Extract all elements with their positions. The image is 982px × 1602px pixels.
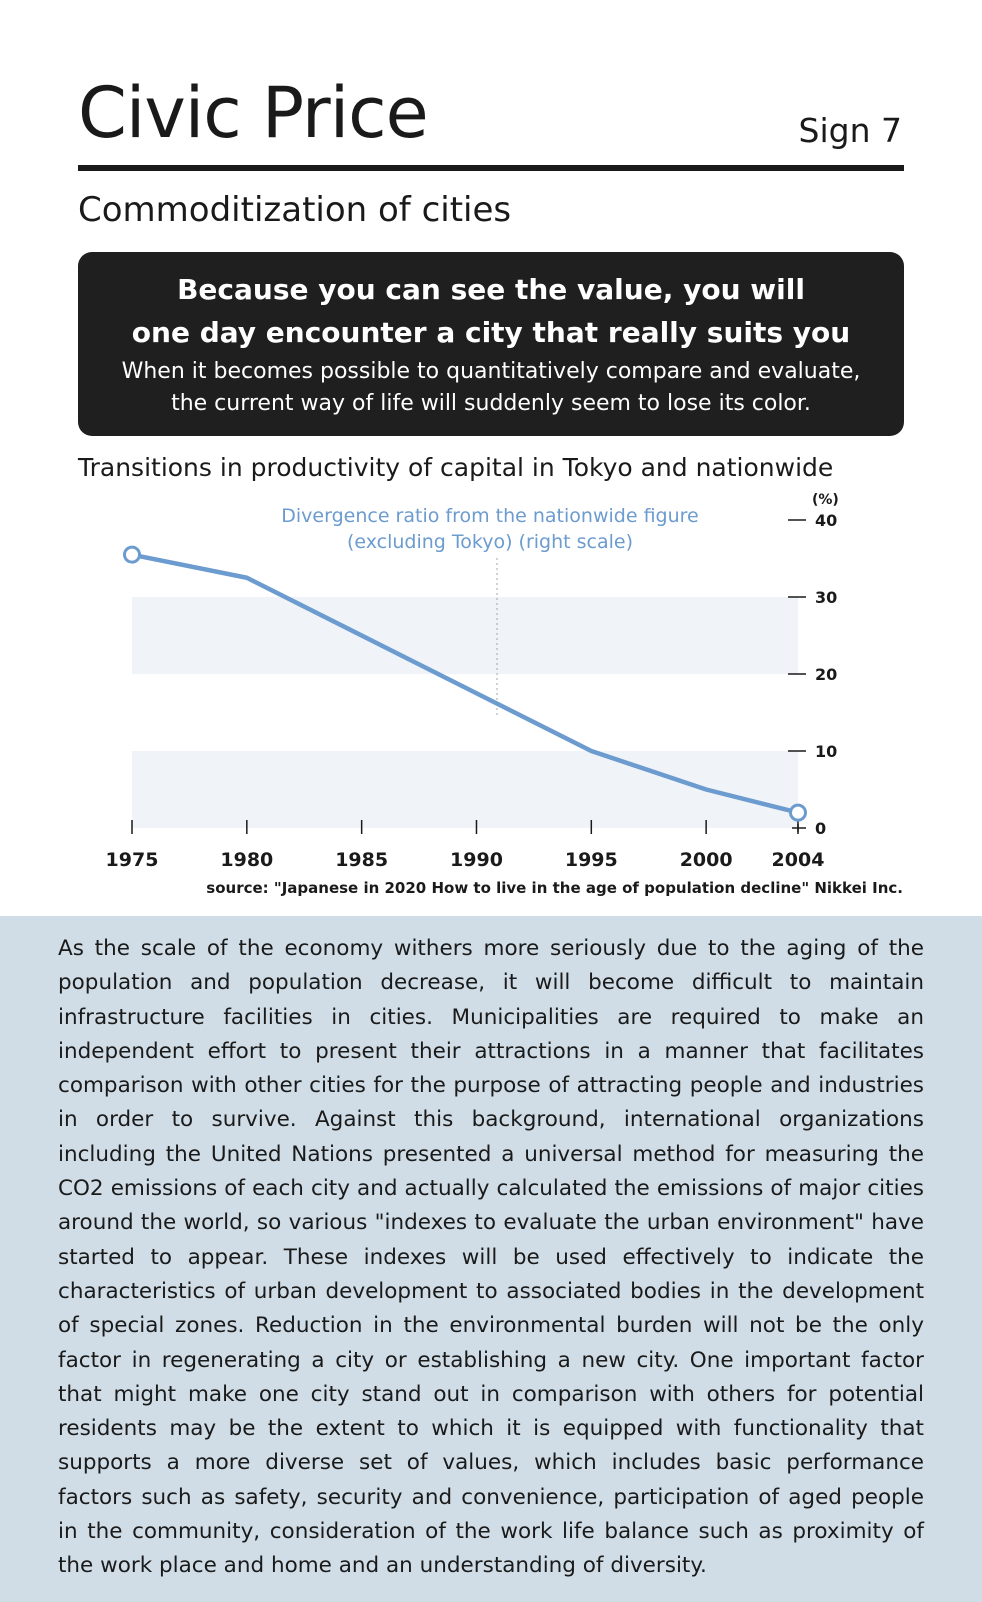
y-tick-label: 20: [815, 665, 837, 684]
x-tick-label: 1990: [450, 849, 503, 871]
y-tick-label: 30: [815, 588, 837, 607]
title-divider: [78, 165, 904, 171]
y-tick-label: 0: [815, 819, 826, 838]
x-tick-label: 2000: [680, 849, 733, 871]
page-title: Civic Price: [78, 72, 429, 154]
chart-title: Transitions in productivity of capital i…: [78, 453, 834, 482]
line-chart: Divergence ratio from the nationwide fig…: [106, 492, 839, 871]
y-tick-label: 10: [815, 742, 837, 761]
x-tick-label: 1980: [220, 849, 273, 871]
data-point: [789, 803, 807, 822]
callout-headline: Because you can see the value, you will …: [131, 273, 851, 349]
series-annotation: Divergence ratio from the nationwide fig…: [281, 505, 698, 553]
x-tick-label: 1975: [106, 849, 159, 871]
callout-body: When it becomes possible to quantitative…: [121, 359, 861, 416]
x-tick-label: 1995: [565, 849, 618, 871]
chart-band: [132, 597, 798, 674]
series-line: [129, 552, 801, 815]
body-panel: As the scale of the economy withers more…: [0, 916, 982, 1602]
x-tick-label: 1985: [335, 849, 388, 871]
chart-band: [132, 751, 798, 828]
data-point: [123, 545, 141, 564]
x-tick-label: 2004: [772, 849, 825, 871]
y-unit-label: (%): [812, 492, 839, 508]
body-text: As the scale of the economy withers more…: [58, 936, 924, 1579]
sign-label: Sign 7: [798, 111, 902, 150]
callout-box: Because you can see the value, you will …: [78, 252, 904, 436]
y-tick-label: 40: [815, 511, 837, 530]
page-subtitle: Commoditization of cities: [78, 190, 512, 230]
chart-source: source: "Japanese in 2020 How to live in…: [206, 879, 903, 897]
